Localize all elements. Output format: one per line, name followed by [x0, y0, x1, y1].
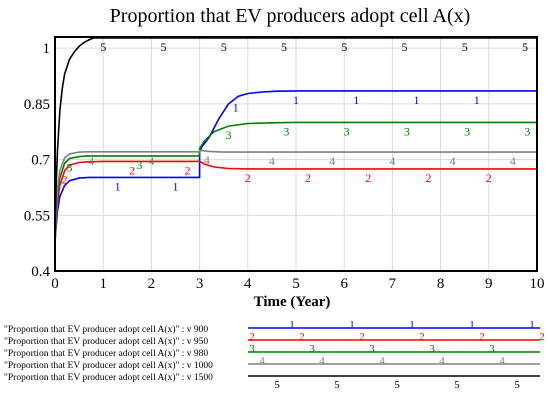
x-tick-label: 9 [485, 276, 493, 292]
series-marker-2: 2 [185, 163, 191, 177]
x-tick-label: 2 [148, 276, 156, 292]
legend-marker-5: 5 [274, 379, 280, 391]
legend-marker-4: 4 [439, 355, 445, 367]
series-marker-4: 4 [148, 154, 154, 168]
legend-marker-3: 3 [429, 343, 435, 355]
legend-marker-3: 3 [369, 343, 375, 355]
series-marker-4: 4 [510, 154, 516, 168]
x-tick-label: 1 [99, 276, 107, 292]
y-tick-label: 1 [43, 41, 51, 57]
axis-ticks: 0 1 2 3 4 5 6 7 8 9 100.40.550.70.851 [24, 41, 545, 292]
series-marker-3: 3 [283, 125, 289, 139]
series-marker-1: 1 [474, 93, 480, 107]
series-marker-1: 1 [115, 179, 121, 193]
series-marker-1: 1 [293, 93, 299, 107]
series-marker-2: 2 [245, 171, 251, 185]
x-tick-label: 7 [389, 276, 397, 292]
series-marker-5: 5 [221, 40, 227, 54]
x-tick-label: 0 [51, 276, 59, 292]
chart-title: Proportion that EV producers adopt cell … [110, 5, 471, 27]
series-marker-3: 3 [66, 160, 72, 174]
series-marker-3: 3 [524, 124, 530, 138]
series-marker-5: 5 [281, 40, 287, 54]
series-marker-3: 3 [226, 128, 232, 142]
series-marker-5: 5 [522, 40, 528, 54]
legend-marker-5: 5 [454, 379, 460, 391]
series-marker-4: 4 [329, 154, 335, 168]
y-tick-label: 0.7 [31, 153, 50, 169]
series-marker-4: 4 [389, 154, 395, 168]
series-marker-4: 4 [88, 154, 94, 168]
legend-label: "Proportion that EV producer adopt cell … [4, 360, 213, 371]
series-marker-1: 1 [414, 93, 420, 107]
legend-marker-2: 2 [539, 331, 545, 343]
grid [54, 37, 538, 272]
series-marker-4: 4 [450, 154, 456, 168]
series-marker-4: 4 [269, 154, 275, 168]
legend-label: "Proportion that EV producer adopt cell … [4, 336, 208, 347]
legend-marker-3: 3 [489, 343, 495, 355]
x-tick-label: 10 [530, 276, 545, 292]
series-marker-1: 1 [353, 93, 359, 107]
legend-marker-3: 3 [309, 343, 315, 355]
x-tick-label: 6 [340, 276, 348, 292]
series-marker-2: 2 [129, 163, 135, 177]
legend-marker-1: 1 [409, 319, 415, 331]
series-lines [54, 37, 537, 242]
x-tick-label: 8 [437, 276, 445, 292]
legend-marker-2: 2 [359, 331, 365, 343]
x-axis-label: Time (Year) [254, 294, 331, 310]
x-tick-label: 5 [292, 276, 300, 292]
legend-marker-4: 4 [499, 355, 505, 367]
series-marker-2: 2 [62, 173, 68, 187]
legend-marker-1: 1 [529, 319, 535, 331]
series-line-4 [54, 149, 537, 242]
legend-marker-5: 5 [334, 379, 340, 391]
legend-marker-1: 1 [289, 319, 295, 331]
series-marker-3: 3 [464, 124, 470, 138]
series-marker-2: 2 [426, 171, 432, 185]
series-marker-3: 3 [404, 124, 410, 138]
legend-marker-4: 4 [379, 355, 385, 367]
y-tick-label: 0.55 [24, 208, 50, 224]
legend-marker-4: 4 [259, 355, 265, 367]
legend-marker-2: 2 [479, 331, 485, 343]
series-marker-5: 5 [100, 40, 106, 54]
legend-marker-5: 5 [394, 379, 400, 391]
legend-marker-3: 3 [249, 343, 255, 355]
series-marker-5: 5 [160, 40, 166, 54]
legend-marker-1: 1 [469, 319, 475, 331]
series-markers: 1 111 1 1 122 22 2 2 2 23 33 3 3 3 3 34 4 4 4 4 4 4 45 5 5 5 5 5 5 5 [62, 40, 531, 193]
series-marker-2: 2 [365, 171, 371, 185]
legend-marker-1: 1 [349, 319, 355, 331]
legend-marker-5: 5 [514, 379, 520, 391]
legend-label: "Proportion that EV producer adopt cell … [4, 348, 208, 359]
series-marker-2: 2 [486, 171, 492, 185]
legend-label: "Proportion that EV producer adopt cell … [4, 372, 213, 383]
series-line-2 [54, 160, 537, 242]
legend-marker-2: 2 [249, 331, 255, 343]
series-line-3 [54, 121, 537, 242]
plot-area [54, 36, 538, 272]
series-marker-5: 5 [462, 40, 468, 54]
legend-label: "Proportion that EV producer adopt cell … [4, 324, 208, 335]
legend-marker-4: 4 [319, 355, 325, 367]
series-marker-1: 1 [173, 179, 179, 193]
legend-marker-2: 2 [299, 331, 305, 343]
series-marker-3: 3 [344, 124, 350, 138]
series-marker-2: 2 [305, 171, 311, 185]
series-marker-4: 4 [204, 153, 210, 167]
legend-marker-2: 2 [419, 331, 425, 343]
y-tick-label: 0.85 [24, 97, 50, 113]
series-marker-5: 5 [401, 40, 407, 54]
x-tick-label: 3 [196, 276, 204, 292]
series-marker-1: 1 [233, 100, 239, 114]
series-marker-5: 5 [341, 40, 347, 54]
legend: "Proportion that EV producer adopt cell … [4, 319, 545, 391]
series-marker-3: 3 [136, 158, 142, 172]
x-tick-label: 4 [244, 276, 252, 292]
y-tick-label: 0.4 [31, 264, 50, 280]
